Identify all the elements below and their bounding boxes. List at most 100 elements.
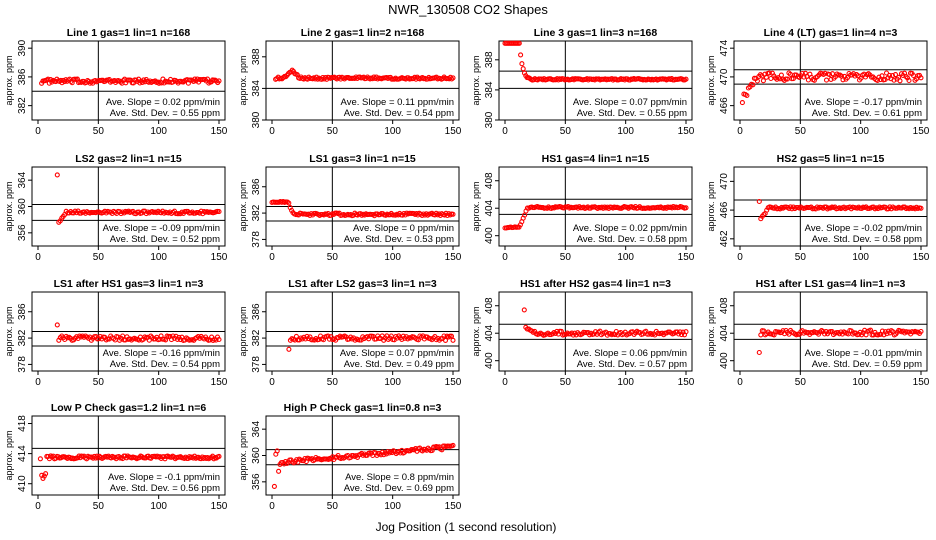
x-tick-label: 150	[678, 126, 695, 137]
panel-14: High P Check gas=1 lin=0.8 n=3 0 50 100 150 3…	[238, 402, 462, 512]
x-tick-label: 100	[150, 501, 167, 512]
panel-1: Line 1 gas=1 lin=1 n=168 0 50 100 150 382 386 3…	[4, 27, 228, 137]
x-tick-label: 0	[269, 126, 275, 137]
y-axis-label: approx. ppm	[471, 306, 481, 356]
x-tick-label: 50	[327, 377, 339, 388]
stddev-annotation: Ave. Std. Dev. = 0.53 ppm	[344, 234, 454, 245]
x-tick-label: 100	[384, 501, 401, 512]
x-tick-label: 0	[269, 377, 275, 388]
data-point	[521, 70, 528, 76]
data-point	[844, 75, 851, 81]
data-point	[787, 71, 793, 77]
y-tick-label: 382	[251, 329, 262, 346]
panel-title: LS2 gas=2 lin=1 n=15	[75, 153, 182, 165]
y-tick-label: 356	[17, 224, 28, 241]
data-point	[286, 346, 292, 352]
x-tick-label: 50	[560, 252, 572, 263]
x-tick-label: 150	[445, 377, 462, 388]
data-point	[123, 80, 129, 86]
x-tick-label: 100	[852, 126, 869, 137]
stddev-annotation: Ave. Std. Dev. = 0.49 ppm	[344, 359, 454, 370]
slope-annotation: Ave. Slope = -0.1 ppm/min	[108, 472, 220, 483]
x-tick-label: 100	[384, 252, 401, 263]
data-point	[441, 333, 447, 339]
panel-title: Line 3 gas=1 lin=3 n=168	[534, 27, 658, 39]
plot-frame	[733, 40, 928, 121]
x-tick-label: 100	[384, 126, 401, 137]
y-tick-label: 400	[719, 352, 730, 369]
data-point	[683, 76, 689, 82]
y-tick-label: 390	[17, 39, 28, 56]
y-tick-label: 356	[251, 473, 262, 490]
y-tick-label: 388	[251, 48, 262, 65]
data-point	[823, 77, 830, 83]
x-tick-label: 50	[93, 252, 105, 263]
plot-frame	[31, 415, 226, 496]
x-tick-label: 0	[502, 126, 508, 137]
y-tick-label: 384	[251, 80, 262, 97]
plot-frame	[498, 166, 693, 247]
plot-frame	[498, 291, 693, 372]
data-points	[54, 172, 222, 225]
data-point	[54, 172, 60, 178]
data-point	[216, 209, 222, 215]
panel-2: Line 2 gas=1 lin=2 n=168 0 50 100 150 380 384 3…	[238, 27, 462, 137]
x-tick-label: 0	[737, 377, 743, 388]
y-tick-label: 364	[251, 420, 262, 437]
slope-annotation: Ave. Slope = 0.07 ppm/min	[340, 348, 454, 359]
panel-5: LS2 gas=2 lin=1 n=15 0 50 100 150 356 360 364ap…	[4, 153, 228, 263]
y-tick-label: 382	[251, 204, 262, 221]
data-point	[826, 72, 833, 78]
data-point	[450, 211, 456, 217]
x-tick-label: 100	[852, 377, 869, 388]
data-points	[54, 322, 222, 343]
panel-title: Line 2 gas=1 lin=2 n=168	[301, 27, 425, 39]
data-point	[450, 442, 456, 448]
y-tick-label: 466	[719, 201, 730, 218]
slope-annotation: Ave. Slope = -0.01 ppm/min	[805, 348, 922, 359]
panel-13: Low P Check gas=1.2 lin=1 n=6 0 50 100 150 41…	[4, 402, 228, 512]
data-point	[778, 72, 784, 78]
panel-title: HS1 after HS2 gas=4 lin=1 n=3	[520, 278, 671, 290]
panel-6: LS1 gas=3 lin=1 n=15 0 50 100 150 378 382 386ap…	[238, 153, 462, 263]
x-tick-label: 0	[502, 377, 508, 388]
y-tick-label: 384	[484, 81, 495, 98]
data-points	[37, 453, 222, 481]
y-tick-label: 418	[17, 415, 28, 432]
data-points	[271, 442, 456, 489]
data-point	[521, 307, 527, 313]
x-tick-label: 0	[737, 252, 743, 263]
data-point	[683, 205, 689, 211]
data-point	[520, 66, 526, 72]
panel-3: Line 3 gas=1 lin=3 n=168 0 50 100 150 380 384 3…	[471, 27, 695, 137]
data-point	[758, 332, 764, 338]
y-tick-label: 360	[251, 447, 262, 464]
y-axis-label: approx. ppm	[4, 306, 14, 356]
panel-4: Line 4 (LT) gas=1 lin=4 n=3 0 50 100 150 466 4…	[706, 27, 930, 137]
data-point	[879, 73, 885, 79]
y-tick-label: 360	[17, 198, 28, 215]
data-point	[756, 349, 762, 356]
data-point	[750, 82, 756, 88]
stddev-annotation: Ave. Std. Dev. = 0.54 ppm	[110, 359, 220, 370]
data-point	[286, 200, 292, 206]
stddev-annotation: Ave. Std. Dev. = 0.58 ppm	[812, 234, 922, 245]
figure-xlabel: Jog Position (1 second resolution)	[376, 520, 557, 534]
y-tick-label: 404	[484, 199, 495, 216]
data-point	[450, 75, 456, 81]
data-point	[442, 337, 449, 343]
y-axis-label: approx. ppm	[706, 181, 716, 231]
data-point	[766, 70, 772, 76]
panel-title: LS1 after LS2 gas=3 lin=1 n=3	[288, 278, 437, 290]
x-tick-label: 50	[93, 377, 105, 388]
data-point	[768, 75, 774, 82]
y-axis-label: approx. ppm	[238, 181, 248, 231]
x-tick-label: 50	[795, 377, 807, 388]
data-point	[889, 73, 896, 79]
slope-annotation: Ave. Slope = 0.8 ppm/min	[345, 472, 454, 483]
data-point	[519, 61, 525, 67]
data-point	[37, 456, 43, 462]
panel-8: HS2 gas=5 lin=1 n=15 0 50 100 150 462 466 470ap…	[706, 153, 930, 263]
y-tick-label: 400	[484, 352, 495, 369]
data-point	[211, 456, 217, 462]
